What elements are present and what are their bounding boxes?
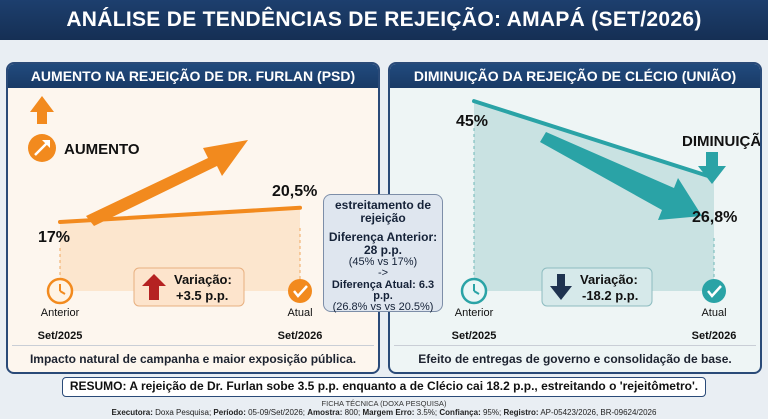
trend-up-circle-icon [28,134,56,162]
divider [394,345,756,346]
check-circle-icon [702,279,726,303]
red-up-arrow-icon [142,274,166,300]
ficha-registro-label: Registro: [503,408,539,417]
page-title: ANÁLISE DE TENDÊNCIAS DE REJEIÇÃO: AMAPÁ… [0,0,768,40]
ficha-confianca-label: Confiança: [439,408,481,417]
gap-current: Diferença Atual: 6.3 p.p. [331,279,435,302]
clecio-category-2026: Set/2026 [692,330,737,342]
clecio-point-name-anterior: Anterior [455,307,494,319]
furlan-variation-box: Variação: +3.5 p.p. [133,267,245,307]
furlan-panel: AUMENTO NA REJEIÇÃO DE DR. FURLAN (PSD) … [6,62,380,374]
down-arrow-icon [698,152,726,184]
gap-previous: Diferença Anterior: 28 p.p. [328,230,438,257]
furlan-category-2025: Set/2025 [38,330,83,342]
gap-current-detail: (26.8% vs vs 20.5%) [332,301,434,313]
clecio-point-name-atual: Atual [701,307,726,319]
furlan-point-label-atual: 20,5% [272,183,317,200]
ficha-amostra: 800; [344,408,361,417]
ficha-executora-label: Executora: [111,408,153,417]
clock-icon [46,277,74,305]
ficha-margem: 3.5%; [416,408,438,417]
ficha-details: Executora: Doxa Pesquisa; Período: 05-09… [0,408,768,417]
furlan-variation-label: Variação: [174,272,232,287]
furlan-panel-title: AUMENTO NA REJEIÇÃO DE DR. FURLAN (PSD) [8,64,378,88]
navy-down-arrow-icon [550,274,572,300]
gap-previous-detail: (45% vs 17%) [348,256,418,268]
clock-icon [460,277,488,305]
ficha-registro: AP-05423/2026, BR-09624/2026 [540,408,657,417]
clecio-area [474,101,714,291]
up-arrow-icon [30,96,54,124]
clecio-point-label-anterior: 45% [456,113,488,130]
check-circle-icon [288,279,312,303]
clecio-category-2025: Set/2025 [452,330,497,342]
furlan-badge: AUMENTO [64,141,140,158]
ficha-periodo: 05-09/Set/2026; [248,408,306,417]
ficha-title: FICHA TÉCNICA (DOXA PESQUISA) [321,399,447,408]
furlan-point-label-anterior: 17% [38,229,70,246]
clecio-chart: DIMINUIÇÃO 45% 26,8% Anterior Atual Set/… [452,99,760,342]
clecio-variation-label: Variação: [580,272,638,287]
furlan-caption: Impacto natural de campanha e maior expo… [29,352,357,366]
clecio-badge: DIMINUIÇÃO [682,132,760,150]
clecio-point-label-atual: 26,8% [692,209,737,226]
ficha-periodo-label: Período: [213,408,246,417]
clecio-series-line [472,99,716,180]
clecio-caption: Efeito de entregas de governo e consolid… [418,352,732,366]
ficha-executora: Doxa Pesquisa; [155,408,212,417]
big-down-arrow-icon [540,132,702,220]
clecio-panel: DIMINUIÇÃO DA REJEIÇÃO DE CLÉCIO (UNIÃO)… [388,62,762,374]
clecio-variation-value: -18.2 p.p. [582,288,638,303]
ficha-confianca: 95%; [482,408,502,417]
furlan-chart: AUMENTO 17% 20,5% Anterior Atual Set/202… [28,96,323,342]
big-up-arrow-icon [86,140,248,226]
ficha-margem-label: Margem Erro: [362,408,415,417]
ficha-amostra-label: Amostra: [307,408,343,417]
divider [12,345,374,346]
furlan-variation-value: +3.5 p.p. [176,288,228,303]
furlan-category-2026: Set/2026 [278,330,323,342]
furlan-point-name-atual: Atual [287,307,312,319]
gap-heading: estreitamento de rejeição [334,198,432,225]
clecio-panel-title: DIMINUIÇÃO DA REJEIÇÃO DE CLÉCIO (UNIÃO) [390,64,760,88]
clecio-variation-box: Variação: -18.2 p.p. [541,267,653,307]
gap-arrow: -> [377,267,389,279]
furlan-point-name-anterior: Anterior [41,307,80,319]
gap-comparison-box: estreitamento de rejeição Diferença Ante… [323,194,443,313]
summary-banner: RESUMO: A rejeição de Dr. Furlan sobe 3.… [62,377,706,397]
